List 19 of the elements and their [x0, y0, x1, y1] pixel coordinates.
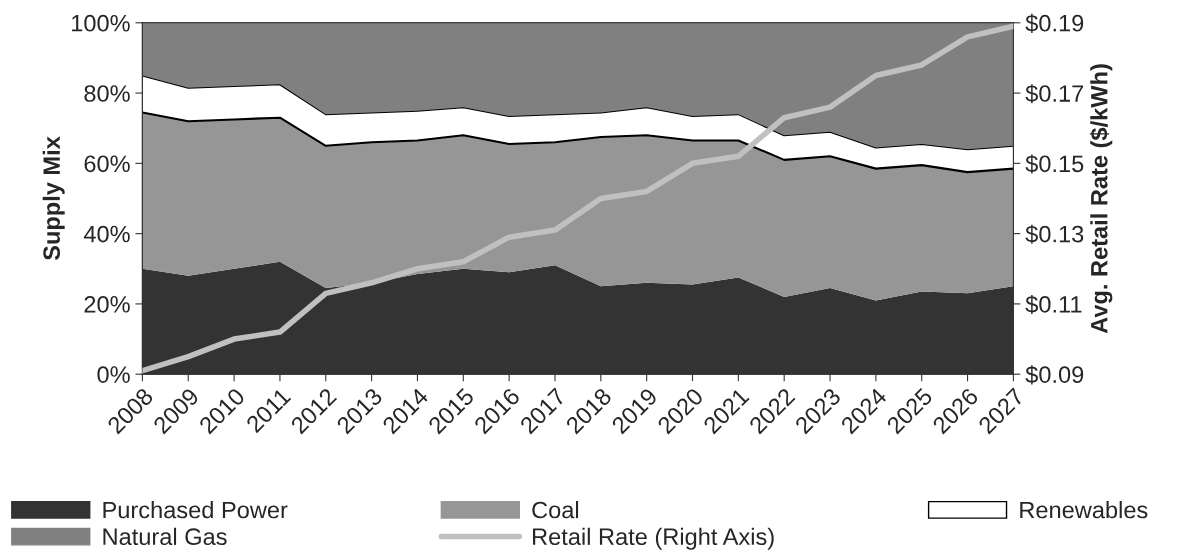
y2-tick-label: $0.11: [1025, 294, 1082, 315]
legend-label: Coal: [532, 501, 579, 519]
y-tick-label: 20%: [84, 295, 130, 313]
y2-tick-label: $0.09: [1025, 365, 1084, 385]
y2-tick-label: $0.15: [1025, 154, 1084, 174]
y-tick-label: 0%: [97, 366, 130, 383]
y-tick-label: 60%: [84, 155, 130, 173]
y-axis-title: Supply Mix: [42, 136, 65, 261]
legend-label: Natural Gas: [103, 527, 227, 546]
legend-label: Purchased Power: [103, 501, 288, 519]
y-tick-label: 100%: [72, 14, 130, 32]
legend-label: Renewables: [1020, 501, 1148, 519]
y2-axis-title: Avg. Retail Rate ($/kWh): [1089, 64, 1113, 334]
y-tick-label: 40%: [83, 225, 130, 243]
y2-tick-label: $0.19: [1025, 13, 1084, 33]
legend-label: Retail Rate (Right Axis): [533, 527, 774, 550]
y2-tick-label: $0.13: [1025, 224, 1084, 244]
y-tick-label: 80%: [84, 85, 130, 102]
y2-tick-label: $0.17: [1025, 84, 1084, 104]
